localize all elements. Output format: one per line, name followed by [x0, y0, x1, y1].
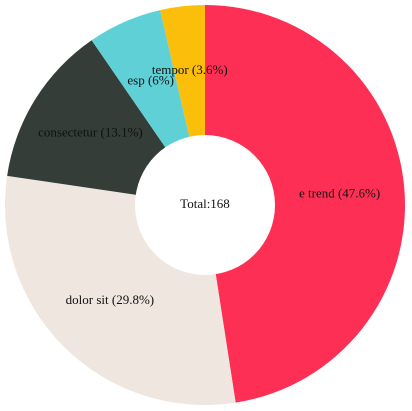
slice-label: tempor (3.6%): [152, 62, 228, 77]
slice-label: e trend (47.6%): [299, 186, 380, 201]
slice-label: esp (6%): [127, 72, 174, 87]
donut-hole: [135, 135, 275, 275]
slice-label: consectetur (13.1%): [38, 125, 143, 140]
slice-label: dolor sit (29.8%): [66, 292, 154, 307]
slice: [205, 5, 406, 403]
center-label: Total:168: [180, 196, 230, 211]
labels: e trend (47.6%) dolor sit (29.8%) consecte…: [38, 62, 380, 307]
